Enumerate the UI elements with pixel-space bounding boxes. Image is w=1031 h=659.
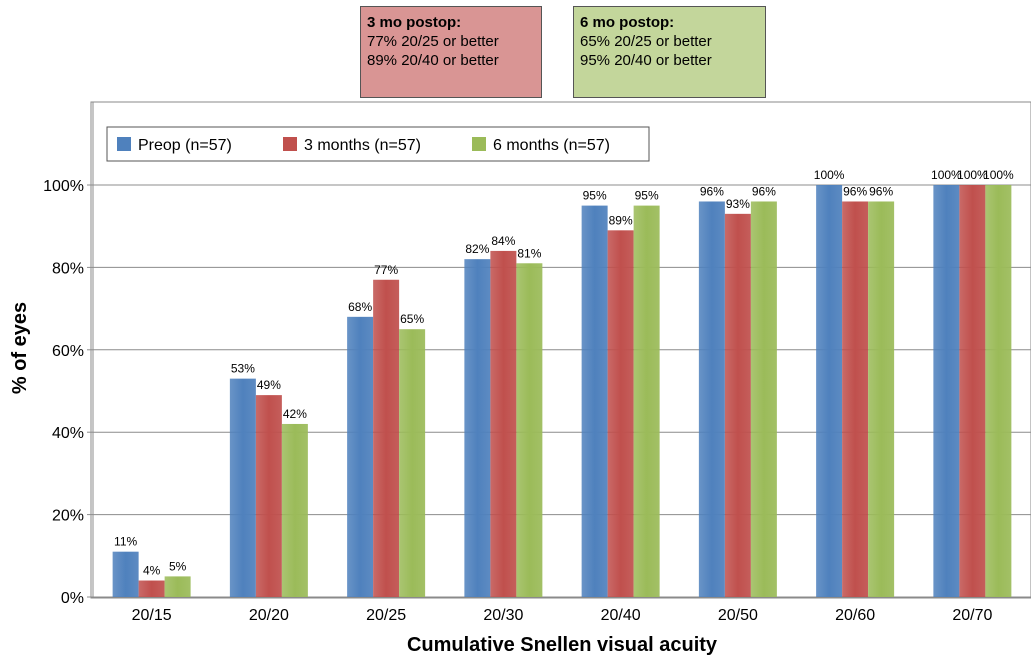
callout-3-months-line-1: 77% 20/25 or better	[367, 33, 499, 50]
y-axis-title: % of eyes	[9, 302, 31, 394]
data-label: 49%	[257, 378, 281, 392]
data-label: 95%	[635, 189, 659, 203]
x-tick-label: 20/25	[366, 607, 406, 624]
data-label: 4%	[143, 564, 161, 578]
bar-1-20/30	[490, 250, 517, 598]
data-label: 100%	[957, 168, 988, 182]
y-tick-label: 0%	[61, 590, 84, 607]
legend-swatch-0	[117, 137, 131, 151]
x-tick-label: 20/20	[249, 607, 289, 624]
data-label: 68%	[348, 300, 372, 314]
bar-2-20/60	[868, 201, 895, 598]
data-label: 11%	[114, 535, 137, 549]
data-label: 93%	[726, 197, 750, 211]
data-label: 100%	[931, 168, 962, 182]
data-label: 89%	[609, 213, 633, 227]
data-label: 100%	[814, 168, 845, 182]
bar-0-20/15	[112, 551, 139, 597]
callout-6-months: 6 mo postop: 65% 20/25 or better 95% 20/…	[573, 6, 766, 98]
bar-0-20/60	[816, 185, 843, 597]
x-tick-label: 20/40	[601, 607, 641, 624]
bar-1-20/50	[724, 213, 751, 597]
x-tick-label: 20/60	[835, 607, 875, 624]
callout-3-months-line-2: 89% 20/40 or better	[367, 52, 499, 69]
bar-2-20/30	[516, 263, 543, 597]
bar-2-20/25	[399, 329, 426, 597]
legend-label-1: 3 months (n=57)	[304, 137, 421, 154]
data-label: 77%	[374, 263, 398, 277]
data-label: 53%	[231, 362, 255, 376]
callout-6-months-line-2: 95% 20/40 or better	[580, 52, 712, 69]
callout-6-months-line-1: 65% 20/25 or better	[580, 33, 712, 50]
bar-2-20/70	[985, 185, 1012, 597]
bar-2-20/40	[633, 205, 660, 597]
data-label: 81%	[517, 246, 541, 260]
bar-2-20/15	[164, 576, 191, 597]
data-label: 96%	[843, 184, 867, 198]
legend-label-2: 6 months (n=57)	[493, 137, 610, 154]
bar-0-20/25	[347, 316, 374, 597]
x-tick-label: 20/50	[718, 607, 758, 624]
x-tick-label: 20/15	[132, 607, 172, 624]
bar-2-20/50	[750, 201, 777, 598]
legend-swatch-2	[472, 137, 486, 151]
callout-3-months-title: 3 mo postop:	[367, 14, 462, 31]
x-tick-label: 20/30	[483, 607, 523, 624]
bar-1-20/25	[373, 279, 400, 597]
data-label: 96%	[869, 184, 893, 198]
data-label: 96%	[700, 184, 724, 198]
callout-3-months: 3 mo postop: 77% 20/25 or better 89% 20/…	[360, 6, 542, 98]
data-label: 5%	[169, 559, 187, 573]
data-label: 96%	[752, 184, 776, 198]
data-label: 100%	[983, 168, 1014, 182]
data-label: 95%	[583, 189, 607, 203]
x-tick-label: 20/70	[952, 607, 992, 624]
y-tick-label: 20%	[52, 508, 84, 525]
bar-0-20/50	[698, 201, 725, 598]
bar-1-20/70	[959, 185, 986, 597]
legend-label-0: Preop (n=57)	[138, 137, 232, 154]
bar-1-20/40	[607, 230, 634, 597]
data-label: 82%	[465, 242, 489, 256]
callout-6-months-title: 6 mo postop:	[580, 14, 675, 31]
data-label: 84%	[491, 234, 515, 248]
bar-0-20/40	[581, 205, 608, 597]
bar-0-20/30	[464, 259, 491, 597]
legend-swatch-1	[283, 137, 297, 151]
y-tick-label: 60%	[52, 343, 84, 360]
data-label: 65%	[400, 312, 424, 326]
y-tick-label: 100%	[43, 178, 84, 195]
data-label: 42%	[283, 407, 307, 421]
bar-1-20/15	[138, 580, 165, 597]
y-tick-label: 40%	[52, 425, 84, 442]
y-tick-label: 80%	[52, 260, 84, 277]
bar-0-20/70	[933, 185, 960, 597]
legend-box	[106, 126, 650, 162]
bar-0-20/20	[229, 378, 256, 597]
bar-1-20/20	[255, 395, 282, 597]
bar-2-20/20	[281, 423, 308, 597]
bar-1-20/60	[842, 201, 869, 598]
x-axis-title: Cumulative Snellen visual acuity	[407, 634, 718, 656]
